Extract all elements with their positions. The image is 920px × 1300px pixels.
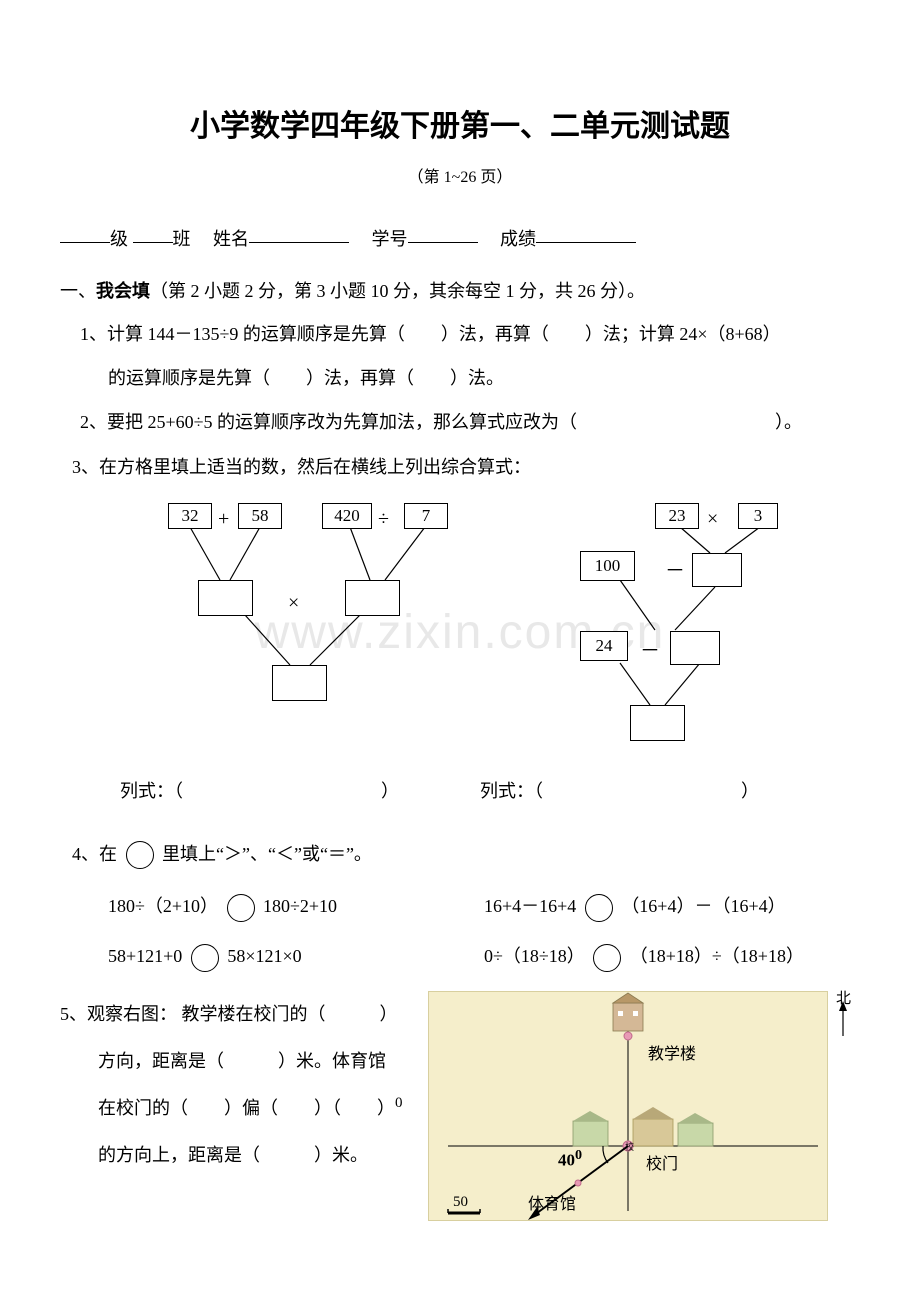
q3-right-box-3: 3 [738, 503, 778, 529]
map-label-building: 教学楼 [648, 1041, 696, 1070]
label-class: 班 [173, 229, 191, 249]
q4-circle-3[interactable] [191, 944, 219, 972]
q3-lieshi-row: 列式：（ ） 列式：（ ） [60, 775, 860, 807]
q3-left-op-plus: + [218, 501, 229, 537]
q3-right-op-minus1: － [665, 553, 685, 589]
q1-line-b-wrap: 的运算顺序是先算（ ）法，再算（ ）法。 [60, 362, 860, 394]
q3-left-op-mul: × [288, 585, 299, 621]
page-title: 小学数学四年级下册第一、二单元测试题 [60, 100, 860, 154]
q4-row-2: 58+121+0 58×121×0 0÷（18÷18） （18+18）÷（18+… [60, 940, 860, 972]
blank-class[interactable] [133, 225, 173, 243]
q4-r1l-a: 180÷（2+10） [108, 896, 218, 916]
q3-right-op-minus2: － [640, 633, 660, 669]
q4-row-1: 180÷（2+10） 180÷2+10 16+4－16+4 （16+4）－（16… [60, 890, 860, 922]
q5-line-2: 方向，距离是（ ）米。体育馆 [60, 1038, 428, 1085]
q4-text-a: 4、在 [72, 844, 117, 864]
q3-text: 3、在方格里填上适当的数，然后在横线上列出综合算式： [72, 457, 531, 477]
question-4: 4、在 里填上“＞”、“＜”或“＝”。 [60, 838, 860, 870]
diagram-connector-lines [60, 495, 860, 755]
q4-r2l-a: 58+121+0 [108, 946, 182, 966]
q4-r1-left: 180÷（2+10） 180÷2+10 [108, 890, 484, 922]
question-5-wrap: 5、观察右图： 教学楼在校门的（ ） 方向，距离是（ ）米。体育馆 在校门的（ … [60, 991, 860, 1179]
q4-circle-1[interactable] [227, 894, 255, 922]
q4-r2-left: 58+121+0 58×121×0 [108, 940, 484, 972]
q3-lieshi-right: 列式：（ ） [460, 775, 860, 807]
section-prefix: 一、 [60, 281, 96, 301]
map-svg: 校 [428, 991, 858, 1231]
q4-r2l-b: 58×121×0 [227, 946, 301, 966]
q4-text-b: 里填上“＞”、“＜”或“＝”。 [162, 844, 372, 864]
blank-name[interactable] [249, 225, 349, 243]
map-angle-label: 400 [558, 1143, 582, 1176]
label-name: 姓名 [213, 229, 249, 249]
student-info-line: 级 班 姓名 学号 成绩 [60, 223, 860, 255]
map-angle-num: 40 [558, 1150, 575, 1169]
q3-right-blank-2[interactable] [670, 631, 720, 665]
section-1-header: 一、我会填（第 2 小题 2 分，第 3 小题 10 分，其余每空 1 分，共 … [60, 275, 860, 307]
question-2: 2、要把 25+60÷5 的运算顺序改为先算加法，那么算式应改为（ ）。 [60, 406, 860, 438]
map-north-label: 北 [836, 986, 851, 1013]
q3-left-blank-2[interactable] [345, 580, 400, 616]
q4-circle-4[interactable] [593, 944, 621, 972]
q3-diagram-area: 32 + 58 420 ÷ 7 × 23 × 3 100 － 24 － [60, 495, 860, 755]
q3-right-op-mul: × [707, 501, 718, 537]
q5-line-4: 的方向上，距离是（ ）米。 [60, 1132, 428, 1179]
q4-r1-right: 16+4－16+4 （16+4）－（16+4） [484, 890, 860, 922]
q3-left-box-58: 58 [238, 503, 282, 529]
section-suffix: （第 2 小题 2 分，第 3 小题 10 分，其余每空 1 分，共 26 分）… [150, 281, 645, 301]
q3-right-box-24: 24 [580, 631, 628, 661]
map-label-gym: 体育馆 [528, 1191, 576, 1220]
q3-left-blank-1[interactable] [198, 580, 253, 616]
q4-r2r-a: 0÷（18÷18） [484, 946, 585, 966]
q5-l3-sup: 0 [395, 1095, 403, 1111]
q3-left-box-420: 420 [322, 503, 372, 529]
q3-left-blank-3[interactable] [272, 665, 327, 701]
blank-score[interactable] [536, 225, 636, 243]
blank-grade[interactable] [60, 225, 110, 243]
q4-r2-right: 0÷（18÷18） （18+18）÷（18+18） [484, 940, 860, 972]
q5-text-block: 5、观察右图： 教学楼在校门的（ ） 方向，距离是（ ）米。体育馆 在校门的（ … [60, 991, 428, 1179]
q3-right-blank-1[interactable] [692, 553, 742, 587]
q3-right-blank-3[interactable] [630, 705, 685, 741]
q4-r1l-b: 180÷2+10 [263, 896, 337, 916]
map-label-gate: 校门 [646, 1151, 678, 1180]
q3-lieshi-left: 列式：（ ） [60, 775, 460, 807]
q4-intro-circle [126, 841, 154, 869]
q5-map-area: 校 教学楼 校门 体育馆 400 北 50 [428, 991, 860, 1179]
q1-line-a: 1、计算 144－135÷9 的运算顺序是先算（ ）法，再算（ ）法；计算 24… [80, 324, 781, 344]
q1-line-b: 的运算顺序是先算（ ）法，再算（ ）法。 [108, 368, 504, 388]
q4-circle-2[interactable] [585, 894, 613, 922]
label-grade: 级 [110, 229, 128, 249]
page-subtitle: （第 1~26 页） [60, 164, 860, 193]
q5-line-3-wrap: 在校门的（ ）偏（ ）（ ）0 [60, 1084, 428, 1132]
q5-line-3: 在校门的（ ）偏（ ）（ ） [98, 1098, 395, 1118]
q4-r1r-a: 16+4－16+4 [484, 896, 576, 916]
q3-right-box-100: 100 [580, 551, 635, 581]
question-1: 1、计算 144－135÷9 的运算顺序是先算（ ）法，再算（ ）法；计算 24… [60, 318, 860, 350]
q2-text: 2、要把 25+60÷5 的运算顺序改为先算加法，那么算式应改为（ ）。 [80, 412, 802, 432]
label-id: 学号 [372, 229, 408, 249]
q3-right-box-23: 23 [655, 503, 699, 529]
map-scale-label: 50 [453, 1189, 468, 1216]
q4-r2r-b: （18+18）÷（18+18） [630, 946, 804, 966]
q3-left-box-7: 7 [404, 503, 448, 529]
label-score: 成绩 [500, 229, 536, 249]
q3-left-op-div: ÷ [378, 501, 389, 537]
section-title-bold: 我会填 [96, 281, 150, 301]
q3-left-box-32: 32 [168, 503, 212, 529]
q4-r1r-b: （16+4）－（16+4） [621, 896, 785, 916]
blank-id[interactable] [408, 225, 478, 243]
question-3: 3、在方格里填上适当的数，然后在横线上列出综合算式： [60, 451, 860, 483]
q5-line-1: 5、观察右图： 教学楼在校门的（ ） [60, 991, 428, 1038]
map-angle-sup: 0 [575, 1147, 582, 1163]
